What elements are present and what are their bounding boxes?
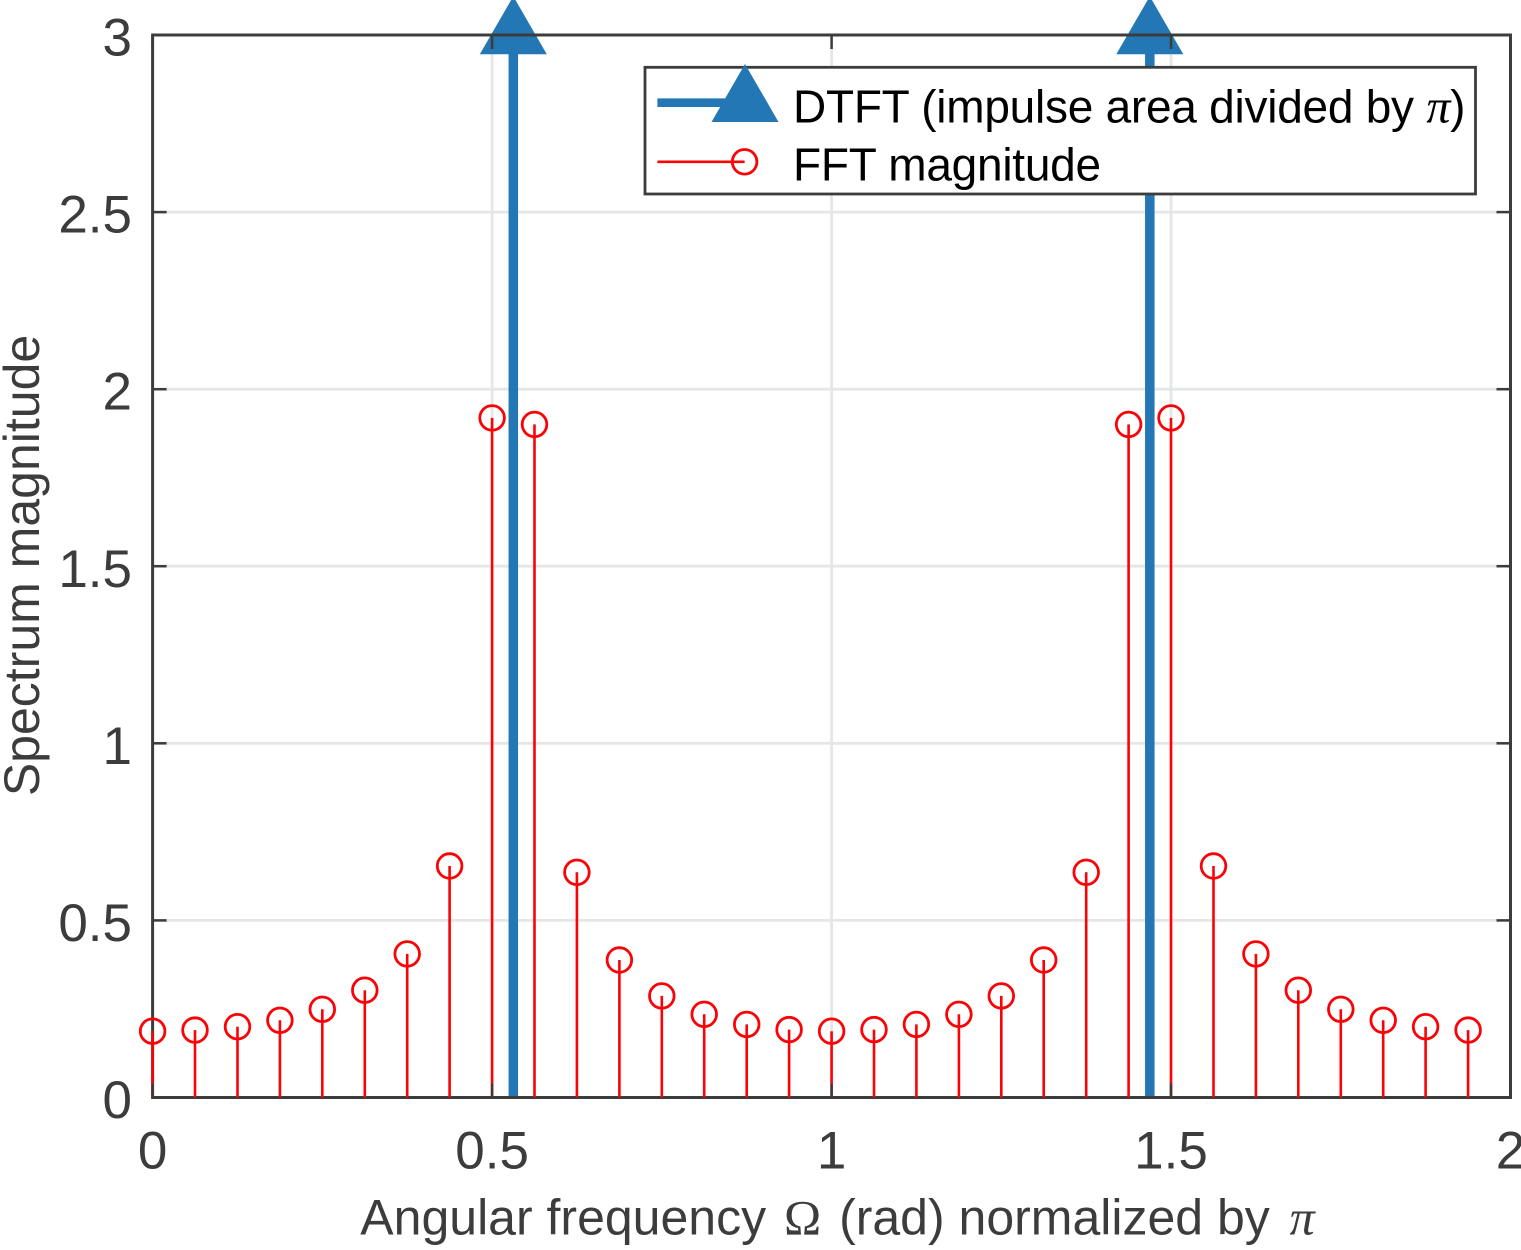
svg-text:1.5: 1.5 [58,540,132,599]
svg-text:1: 1 [817,1122,846,1181]
svg-text:0.5: 0.5 [58,894,132,953]
svg-text:DTFT (impulse area divided by: DTFT (impulse area divided by π) [793,81,1465,134]
svg-text:0: 0 [103,1071,132,1130]
svg-text:1.5: 1.5 [1134,1122,1208,1181]
svg-text:FFT magnitude: FFT magnitude [793,139,1101,191]
svg-text:3: 3 [103,9,132,68]
svg-text:0: 0 [138,1122,167,1181]
svg-text:2: 2 [1496,1122,1521,1181]
svg-text:1: 1 [103,717,132,776]
svg-text:Spectrum magnitude: Spectrum magnitude [0,335,50,796]
svg-text:2.5: 2.5 [58,186,132,245]
svg-text:0.5: 0.5 [455,1122,529,1181]
svg-text:2: 2 [103,363,132,422]
svg-text:Angular frequency Ω (rad) norm: Angular frequency Ω (rad) normalized by … [360,1190,1316,1246]
